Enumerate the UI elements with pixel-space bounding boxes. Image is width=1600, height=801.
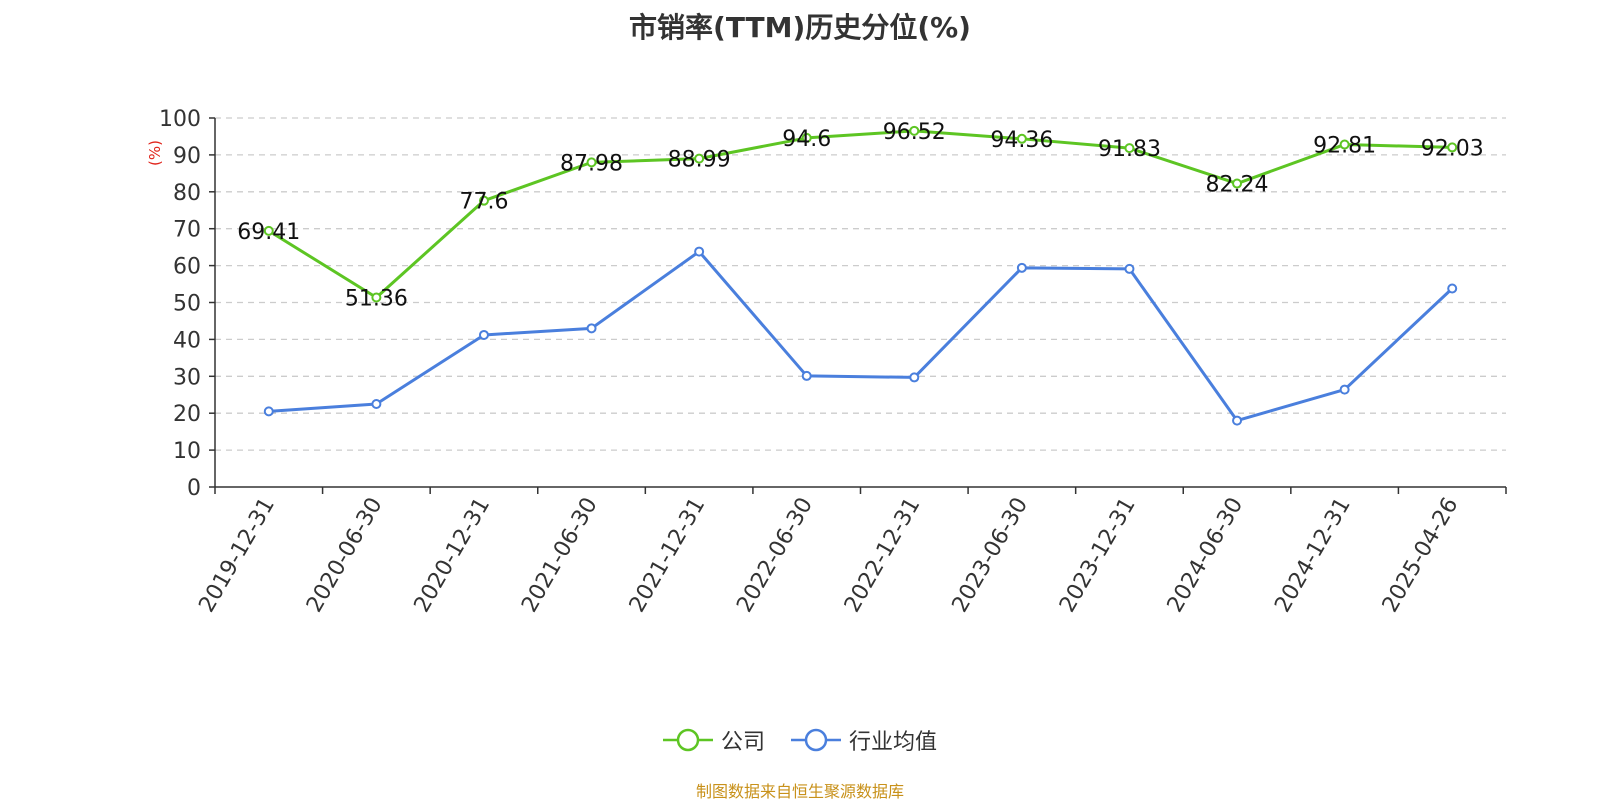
x-tick-label: 2019-12-31 bbox=[194, 494, 280, 617]
x-tick-label: 2022-12-31 bbox=[840, 494, 926, 617]
data-point-1 bbox=[263, 406, 274, 417]
series-layer bbox=[263, 125, 1458, 426]
data-point-0 bbox=[478, 195, 489, 206]
y-tick-label: 100 bbox=[159, 107, 201, 132]
axis-layer: 0 10 20 30 40 50 60 70 80 90 100 (%) 2019-12-31 2020-… bbox=[146, 107, 1507, 617]
data-label: 92.81 bbox=[1313, 134, 1376, 159]
x-tick-label: 2023-06-30 bbox=[947, 494, 1033, 617]
data-label: 82.24 bbox=[1206, 173, 1269, 198]
data-label: 69.41 bbox=[237, 220, 300, 245]
y-tick-label: 40 bbox=[173, 328, 201, 353]
data-point-1 bbox=[801, 370, 812, 381]
x-tick-label: 2020-12-31 bbox=[410, 494, 496, 617]
data-label: 87.98 bbox=[560, 151, 623, 176]
data-point-1 bbox=[1124, 263, 1135, 274]
data-label: 51.36 bbox=[345, 286, 408, 311]
y-tick-label: 10 bbox=[173, 439, 201, 464]
data-point-1 bbox=[694, 246, 705, 257]
x-tick-label: 2024-12-31 bbox=[1270, 494, 1356, 617]
data-point-0 bbox=[801, 132, 812, 143]
x-tick-label: 2020-06-30 bbox=[302, 494, 388, 617]
data-point-1 bbox=[586, 323, 597, 334]
y-tick-label: 60 bbox=[173, 255, 201, 280]
data-label: 96.52 bbox=[883, 120, 946, 145]
data-point-1 bbox=[478, 329, 489, 340]
legend-item-industry-average[interactable]: 行业均值 bbox=[791, 724, 937, 756]
data-point-0 bbox=[371, 292, 382, 303]
legend: 公司 行业均值 bbox=[0, 724, 1600, 756]
data-label: 91.83 bbox=[1098, 137, 1161, 162]
data-point-0 bbox=[1447, 142, 1458, 153]
y-tick-label: 90 bbox=[173, 144, 201, 169]
series-line-0 bbox=[268, 129, 1453, 299]
y-tick-label: 50 bbox=[173, 292, 201, 317]
data-point-0 bbox=[909, 125, 920, 136]
data-point-1 bbox=[909, 372, 920, 383]
data-point-0 bbox=[694, 153, 705, 164]
y-tick-label: 0 bbox=[187, 476, 201, 501]
data-point-0 bbox=[1339, 139, 1350, 150]
y-tick-label: 20 bbox=[173, 402, 201, 427]
x-tick-label: 2021-06-30 bbox=[517, 494, 603, 617]
y-tick-label: 80 bbox=[173, 181, 201, 206]
x-tick-label: 2025-04-26 bbox=[1378, 494, 1464, 617]
chart-title: 市销率(TTM)历史分位(%) bbox=[629, 11, 971, 44]
data-point-1 bbox=[1339, 384, 1350, 395]
data-label: 77.6 bbox=[459, 190, 508, 215]
data-point-0 bbox=[1232, 178, 1243, 189]
legend-symbol-company bbox=[662, 728, 713, 752]
y-axis-label: (%) bbox=[146, 140, 164, 166]
data-point-0 bbox=[586, 157, 597, 168]
data-label: 94.36 bbox=[990, 128, 1053, 153]
x-tick-label: 2024-06-30 bbox=[1163, 494, 1249, 617]
y-tick-label: 70 bbox=[173, 218, 201, 243]
data-label: 88.99 bbox=[668, 148, 731, 173]
label-layer: 69.41 51.36 77.6 87.98 88.99 94.6 96.52 94.36 91… bbox=[237, 120, 1483, 312]
source-note: 制图数据来自恒生聚源数据库 bbox=[695, 782, 904, 801]
x-tick-label: 2023-12-31 bbox=[1055, 494, 1141, 617]
y-tick-label: 30 bbox=[173, 365, 201, 390]
legend-label-industry-average: 行业均值 bbox=[849, 730, 938, 755]
series-line-1 bbox=[268, 250, 1454, 423]
data-label: 94.6 bbox=[782, 127, 831, 152]
x-tick-label: 2022-06-30 bbox=[732, 494, 818, 617]
data-point-1 bbox=[1016, 262, 1027, 273]
data-point-0 bbox=[263, 225, 274, 236]
data-point-1 bbox=[371, 398, 382, 409]
data-point-0 bbox=[1124, 143, 1135, 154]
legend-symbol-industry-average bbox=[791, 728, 841, 752]
data-point-0 bbox=[1016, 133, 1027, 144]
x-tick-label: 2021-12-31 bbox=[625, 494, 711, 617]
legend-label-company: 公司 bbox=[720, 730, 765, 755]
data-point-1 bbox=[1232, 415, 1243, 426]
data-label: 92.03 bbox=[1421, 136, 1484, 161]
legend-item-company[interactable]: 公司 bbox=[662, 724, 765, 756]
data-point-1 bbox=[1447, 283, 1458, 294]
